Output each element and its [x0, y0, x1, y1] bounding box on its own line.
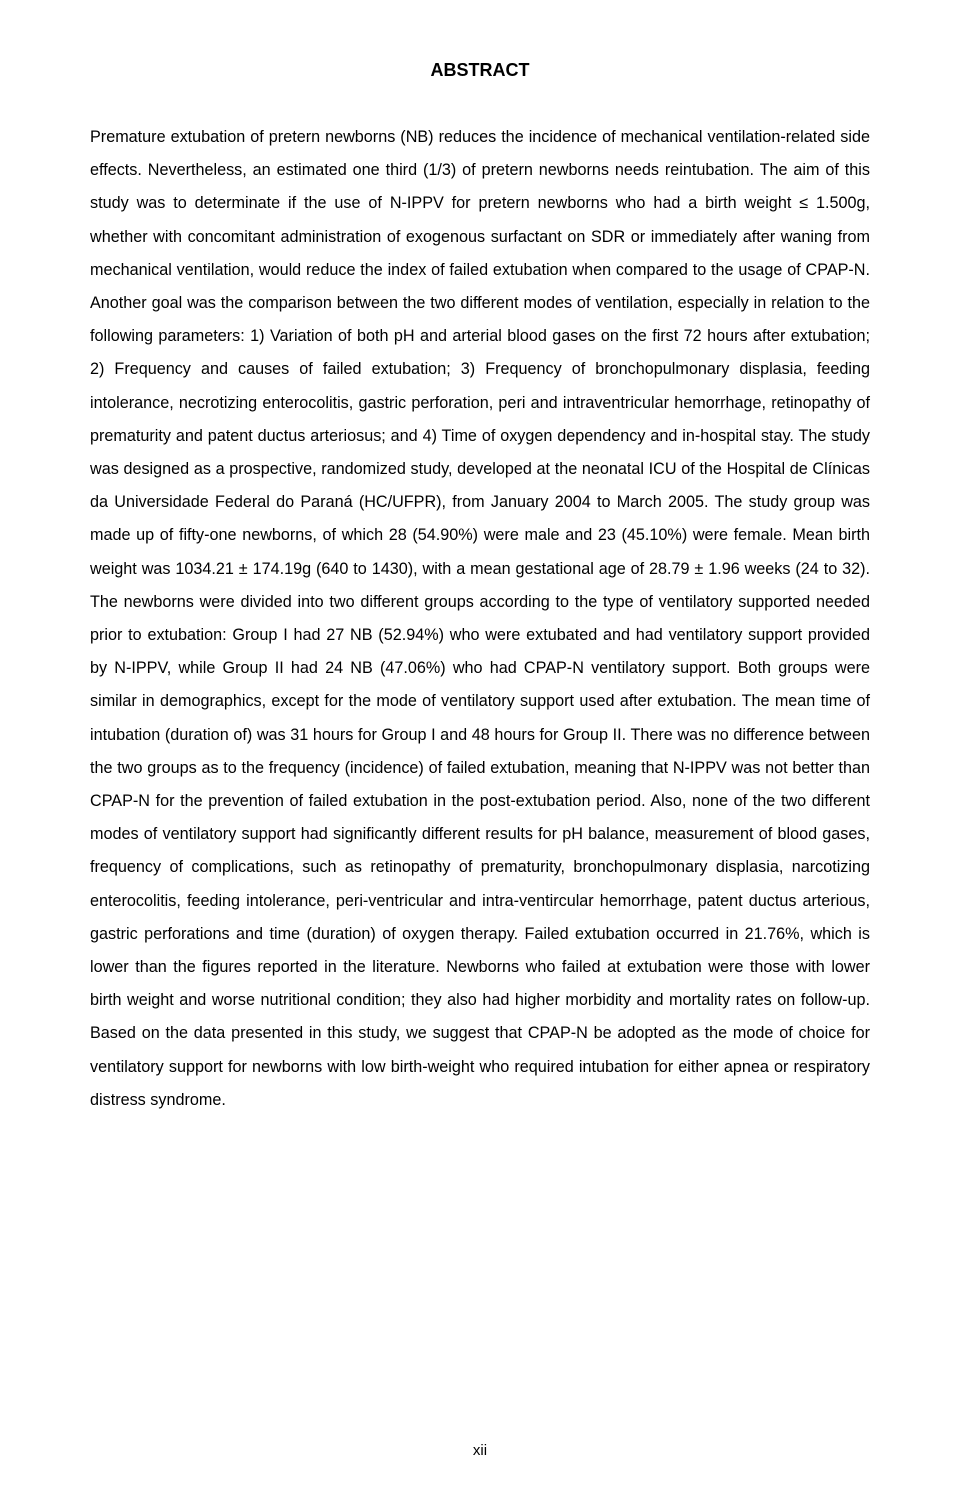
abstract-title: ABSTRACT: [90, 60, 870, 81]
abstract-body: Premature extubation of pretern newborns…: [90, 121, 870, 1117]
page-number: xii: [0, 1442, 960, 1459]
